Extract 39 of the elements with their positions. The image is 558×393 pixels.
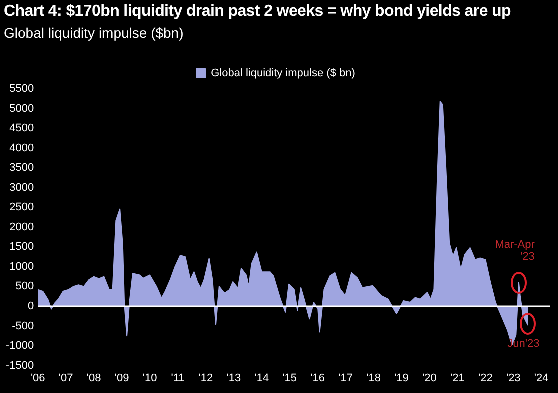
x-tick-label: '24 (534, 372, 549, 384)
x-tick-label: '16 (310, 372, 326, 384)
chart-subtitle: Global liquidity impulse ($bn) (4, 25, 184, 41)
y-tick-label: 0 (28, 300, 34, 313)
x-tick-label: '14 (254, 372, 270, 384)
x-tick-label: '10 (142, 372, 158, 384)
x-tick-label: '23 (506, 372, 521, 384)
y-tick-label: 2500 (10, 202, 34, 214)
y-tick-label: 4500 (10, 122, 34, 135)
x-tick-label: '20 (422, 372, 437, 384)
x-tick-label: '12 (198, 372, 214, 384)
legend-label: Global liquidity impulse ($ bn) (211, 68, 356, 80)
y-tick-label: 5000 (10, 102, 34, 115)
y-tick-label: 5500 (10, 83, 34, 96)
chart-title: Chart 4: $170bn liquidity drain past 2 weeks = why bond yields are up (4, 3, 512, 21)
annotation: Jun'23 (508, 338, 540, 350)
x-tick-label: '07 (58, 372, 74, 384)
x-tick-label: '13 (226, 372, 242, 384)
x-tick-label: '11 (171, 372, 185, 384)
y-tick-label: 3500 (10, 162, 34, 174)
y-tick-label: -500 (12, 320, 34, 332)
y-tick-label: 4000 (10, 142, 34, 154)
y-tick-label: 500 (16, 280, 34, 293)
y-tick-label: -1500 (6, 360, 34, 372)
y-tick-label: 1500 (10, 241, 34, 254)
x-tick-label: '06 (30, 372, 46, 384)
y-tick-label: -1000 (6, 340, 34, 352)
x-tick-label: '19 (394, 372, 409, 384)
x-tick-label: '18 (366, 372, 381, 384)
annotation: Mar-Apr '23 (494, 238, 535, 263)
y-tick-label: 2000 (10, 221, 34, 234)
x-tick-label: '17 (338, 372, 353, 384)
x-tick-label: '09 (114, 372, 130, 384)
x-tick-label: '21 (450, 372, 465, 384)
x-tick-label: '15 (282, 372, 298, 384)
x-tick-label: '08 (86, 372, 102, 384)
x-tick-label: '22 (478, 372, 493, 384)
y-tick-label: 3000 (10, 182, 34, 194)
y-tick-label: 1000 (10, 260, 34, 273)
